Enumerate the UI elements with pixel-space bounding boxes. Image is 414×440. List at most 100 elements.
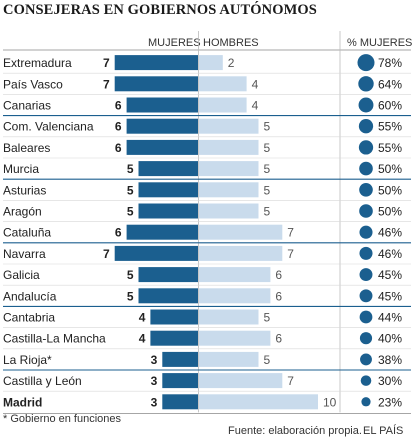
hombres-bar xyxy=(199,55,223,71)
pct-dot xyxy=(358,119,374,134)
hombres-bar xyxy=(199,139,259,155)
hombres-value-label: 10 xyxy=(323,395,337,409)
pct-dot xyxy=(359,310,373,324)
mujeres-value-label: 4 xyxy=(139,311,146,325)
region-label: Cataluña xyxy=(3,226,51,240)
hombres-value-label: 5 xyxy=(264,162,271,176)
pct-label: 23% xyxy=(378,395,402,409)
hombres-value-label: 6 xyxy=(275,332,282,346)
hombres-bar xyxy=(199,394,318,410)
pct-column-header: % MUJERES xyxy=(347,37,413,49)
mujeres-bar xyxy=(114,76,198,92)
pct-label: 46% xyxy=(378,226,402,240)
mujeres-value-label: 4 xyxy=(139,332,146,346)
mujeres-bar xyxy=(114,55,198,71)
mujeres-value-label: 7 xyxy=(103,247,110,261)
pct-label: 78% xyxy=(378,56,402,70)
brand-label: EL PAÍS xyxy=(363,425,404,437)
hombres-bar xyxy=(199,182,259,198)
mujeres-value-label: 7 xyxy=(103,77,110,91)
pct-dot xyxy=(358,97,374,113)
region-label: Castilla-La Mancha xyxy=(3,332,106,346)
mujeres-bar xyxy=(126,118,198,134)
pct-dot xyxy=(359,204,373,218)
region-label: Canarias xyxy=(3,99,51,113)
hombres-value-label: 5 xyxy=(264,311,271,325)
hombres-value-label: 4 xyxy=(252,99,259,113)
pct-label: 46% xyxy=(378,247,402,261)
mujeres-bar xyxy=(162,394,198,410)
pct-label: 50% xyxy=(378,205,402,219)
mujeres-value-label: 6 xyxy=(115,99,122,113)
mujeres-bar xyxy=(162,351,198,367)
region-label: Navarra xyxy=(3,247,46,261)
mujeres-bar xyxy=(138,203,198,219)
region-label: Baleares xyxy=(3,141,50,155)
hombres-bar xyxy=(199,97,247,113)
hombres-bar xyxy=(199,203,259,219)
hombres-value-label: 5 xyxy=(264,205,271,219)
pct-label: 60% xyxy=(378,99,402,113)
pct-dot xyxy=(358,140,374,155)
mujeres-bar xyxy=(126,139,198,155)
mujeres-bar xyxy=(150,330,198,346)
mujeres-value-label: 5 xyxy=(127,289,134,303)
region-label: Asturias xyxy=(3,183,46,197)
pct-dot xyxy=(359,161,373,176)
mujeres-value-label: 3 xyxy=(151,395,158,409)
pct-dot xyxy=(359,182,373,197)
mujeres-value-label: 7 xyxy=(103,56,110,70)
source-note: Fuente: elaboración propia. xyxy=(228,425,362,437)
hombres-bar xyxy=(199,373,283,389)
pct-dot xyxy=(357,54,375,72)
mujeres-bar xyxy=(138,161,198,177)
region-label: Madrid xyxy=(3,395,42,409)
mujeres-value-label: 3 xyxy=(151,374,158,388)
pct-label: 55% xyxy=(378,120,402,134)
mujeres-bar xyxy=(126,224,198,240)
hombres-bar xyxy=(199,245,283,261)
region-label: Andalucía xyxy=(3,289,57,303)
chart-title: CONSEJERAS EN GOBIERNOS AUTÓNOMOS xyxy=(3,2,317,18)
mujeres-bar xyxy=(138,288,198,304)
mujeres-value-label: 6 xyxy=(115,226,122,240)
hombres-bar xyxy=(199,351,259,367)
pct-dot xyxy=(359,246,373,260)
region-label: Extremadura xyxy=(3,56,72,70)
region-label: La Rioja* xyxy=(3,353,52,367)
hombres-value-label: 5 xyxy=(264,120,271,134)
pct-label: 45% xyxy=(378,268,402,282)
hombres-value-label: 4 xyxy=(252,77,259,91)
mujeres-bar xyxy=(138,182,198,198)
mujeres-bar xyxy=(114,245,198,261)
pct-dot xyxy=(360,353,372,366)
pct-label: 64% xyxy=(378,77,402,91)
region-label: País Vasco xyxy=(3,77,63,91)
hombres-value-label: 7 xyxy=(287,374,294,388)
pct-dot xyxy=(361,397,371,407)
pct-label: 44% xyxy=(378,311,402,325)
pct-dot xyxy=(358,76,374,92)
hombres-bar xyxy=(199,309,259,325)
hombres-bar xyxy=(199,76,247,92)
mujeres-bar xyxy=(162,373,198,389)
mujeres-value-label: 5 xyxy=(127,268,134,282)
hombres-bar xyxy=(199,288,271,304)
pct-label: 30% xyxy=(378,374,402,388)
footnote: * Gobierno en funciones xyxy=(3,413,122,425)
hombres-value-label: 5 xyxy=(264,183,271,197)
region-label: Com. Valenciana xyxy=(3,120,94,134)
pct-label: 55% xyxy=(378,141,402,155)
mujeres-value-label: 6 xyxy=(115,120,122,134)
hombres-value-label: 7 xyxy=(287,247,294,261)
pct-label: 50% xyxy=(378,183,402,197)
pct-dot xyxy=(359,268,373,282)
mujeres-value-label: 5 xyxy=(127,162,134,176)
hombres-value-label: 5 xyxy=(264,141,271,155)
pct-dot xyxy=(359,289,373,303)
hombres-value-label: 6 xyxy=(275,289,282,303)
pct-label: 45% xyxy=(378,289,402,303)
region-label: Castilla y León xyxy=(3,374,82,388)
region-label: Cantabria xyxy=(3,311,55,325)
